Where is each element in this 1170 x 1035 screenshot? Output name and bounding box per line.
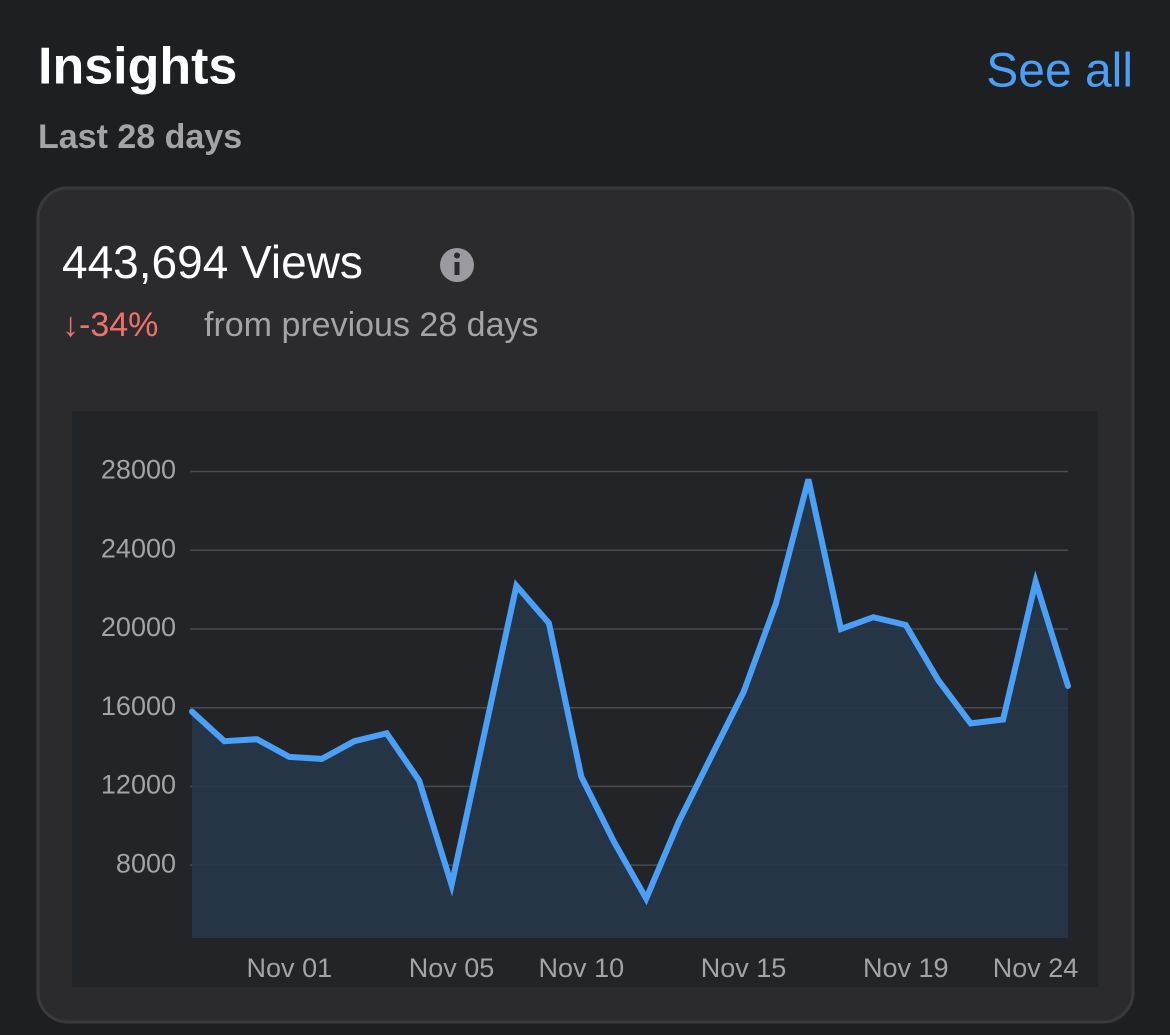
y-tick-label: 12000 (101, 770, 176, 800)
see-all-link[interactable]: See all (986, 45, 1133, 98)
change-note: from previous 28 days (204, 306, 539, 344)
y-tick-label: 28000 (101, 455, 176, 485)
x-tick-label: Nov 01 (247, 953, 333, 983)
change-value: ↓-34% (62, 306, 158, 344)
x-tick-label: Nov 24 (993, 953, 1079, 983)
x-tick-label: Nov 05 (409, 953, 495, 983)
area-fill (192, 479, 1068, 938)
section-title: Insights (38, 38, 237, 96)
info-icon-dot (454, 252, 460, 259)
info-icon[interactable] (440, 248, 474, 282)
y-tick-label: 8000 (116, 848, 176, 878)
y-tick-label: 16000 (101, 691, 176, 721)
y-tick-label: 20000 (101, 612, 176, 642)
info-icon-stem (454, 262, 460, 275)
y-tick-label: 24000 (101, 533, 176, 563)
period-label: Last 28 days (38, 118, 242, 156)
views-total: 443,694 Views (62, 236, 363, 288)
x-tick-label: Nov 19 (863, 953, 949, 983)
line (189, 478, 1071, 906)
x-tick-label: Nov 10 (539, 953, 625, 983)
chart: 8000 12000 16000 20000 24000 28000 Nov 01 Nov 0… (101, 455, 1078, 984)
x-tick-label: Nov 15 (701, 953, 787, 983)
